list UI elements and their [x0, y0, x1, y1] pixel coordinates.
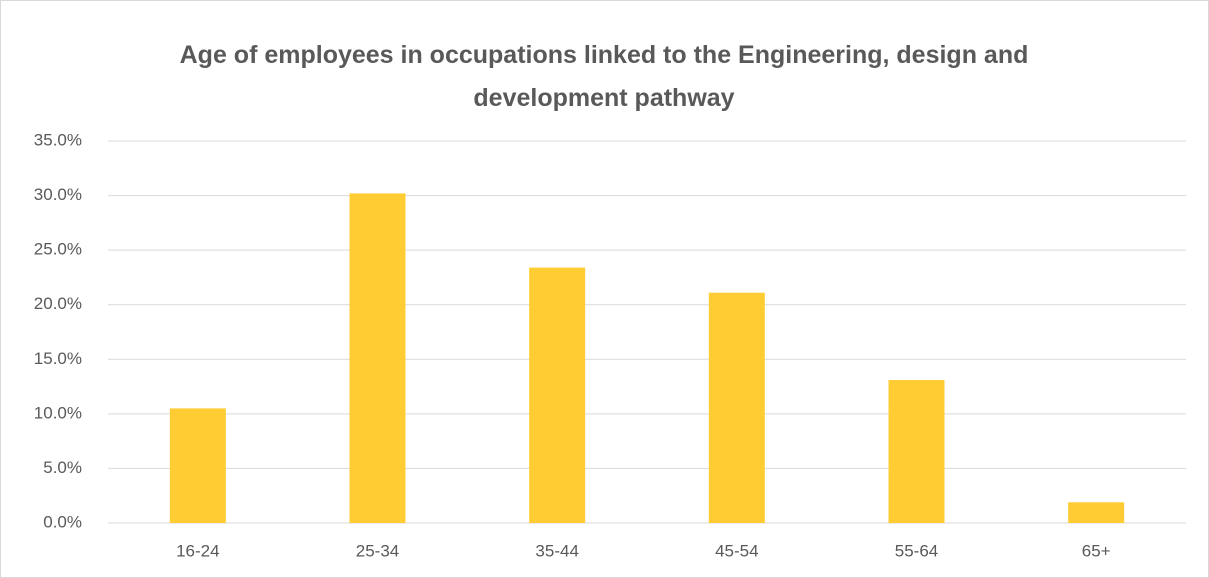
bar [888, 380, 945, 523]
y-tick-label: 10.0% [34, 403, 82, 422]
x-tick-label: 16-24 [176, 541, 219, 560]
y-tick-label: 25.0% [34, 240, 82, 259]
bar [169, 408, 226, 523]
y-tick-label: 20.0% [34, 294, 82, 313]
bar [708, 292, 765, 523]
y-tick-label: 15.0% [34, 349, 82, 368]
bar [529, 267, 586, 523]
y-tick-label: 0.0% [43, 512, 82, 531]
x-tick-label: 35-44 [535, 541, 578, 560]
bar [1068, 502, 1125, 523]
x-tick-label: 65+ [1082, 541, 1111, 560]
x-tick-label: 55-64 [895, 541, 938, 560]
y-tick-label: 5.0% [43, 458, 82, 477]
y-tick-label: 30.0% [34, 185, 82, 204]
chart-title: Age of employees in occupations linked t… [179, 41, 1029, 112]
bar [349, 193, 406, 524]
x-tick-label: 25-34 [356, 541, 399, 560]
y-tick-label: 35.0% [34, 130, 82, 149]
x-tick-label: 45-54 [715, 541, 758, 560]
